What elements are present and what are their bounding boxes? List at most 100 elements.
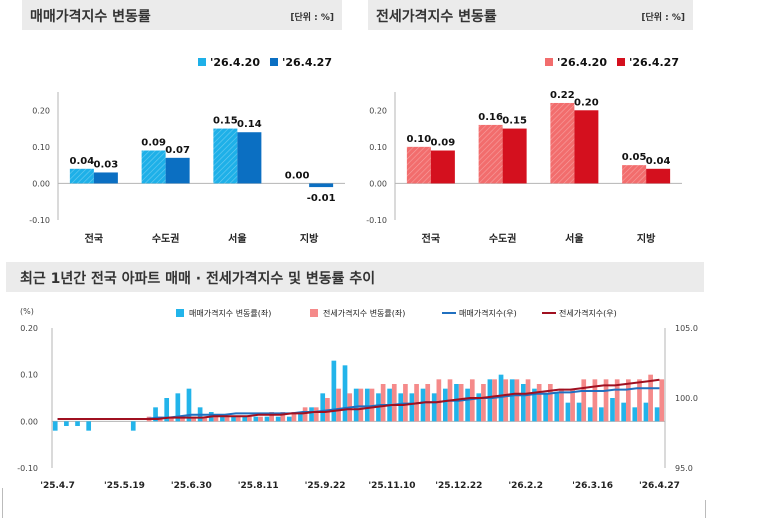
trend-xtick-label: '25.5.19 bbox=[104, 481, 145, 491]
trend-jeonse-bar bbox=[358, 388, 364, 422]
sale-bar-chart: 0.20 0.10 0.00 -0.10 0.04 0.03 전국 0.090.07 수도권 0.… bbox=[29, 56, 345, 245]
sale-panel-header: 매매가격지수 변동률 [단위 : %] bbox=[22, 0, 342, 30]
right-border-line bbox=[705, 500, 706, 518]
trend-sale-bar bbox=[420, 388, 426, 422]
jeonse-bar-prev bbox=[406, 146, 431, 184]
jeonse-legend-label: '26.4.27 bbox=[629, 56, 679, 69]
trend-sale-bar bbox=[476, 393, 482, 422]
trend-sale-bar bbox=[487, 379, 493, 422]
jeonse-value-label: 0.15 bbox=[502, 116, 527, 127]
sale-value-label: 0.04 bbox=[70, 156, 95, 167]
trend-jeonse-bar bbox=[559, 388, 564, 422]
trend-sale-bar bbox=[364, 388, 370, 422]
trend-sale-index-line bbox=[57, 387, 660, 420]
sale-ytick-label: 0.00 bbox=[32, 179, 50, 188]
jeonse-ytick-label: 0.20 bbox=[369, 106, 387, 115]
trend-sale-bar bbox=[275, 416, 281, 422]
trend-sale-bar bbox=[632, 407, 638, 422]
trend-jeonse-bar bbox=[436, 379, 442, 422]
trend-jeonse-bar bbox=[369, 388, 375, 422]
trend-xtick-label: '26.4.27 bbox=[639, 481, 680, 491]
trend-sale-bar bbox=[186, 388, 192, 422]
trend-jeonse-bar bbox=[336, 388, 341, 422]
trend-jeonse-bar bbox=[180, 416, 185, 422]
sale-legend-swatch bbox=[198, 58, 206, 66]
trend-jeonse-bar bbox=[536, 384, 542, 422]
trend-sale-bar bbox=[442, 388, 448, 422]
jeonse-panel-header: 전세가격지수 변동률 [단위 : %] bbox=[368, 0, 693, 30]
trend-jeonse-bar bbox=[603, 379, 609, 422]
sale-bar-curr bbox=[309, 183, 334, 188]
sale-bar-curr bbox=[237, 132, 262, 184]
jeonse-panel-unit: [단위 : %] bbox=[641, 13, 685, 23]
trend-sale-bar bbox=[509, 379, 515, 422]
trend-jeonse-bar bbox=[592, 379, 598, 422]
trend-legend-label: 매매가격지수(우) bbox=[459, 308, 517, 318]
jeonse-category-label: 전국 bbox=[422, 232, 440, 245]
sale-value-label: 0.15 bbox=[213, 116, 238, 127]
trend-sale-bar bbox=[543, 393, 548, 422]
trend-xtick-label: '25.11.10 bbox=[368, 481, 415, 491]
trend-legend-swatch bbox=[310, 309, 318, 317]
sale-value-label: 0.00 bbox=[285, 170, 310, 181]
trend-jeonse-bar bbox=[313, 407, 319, 422]
trend-jeonse-bar bbox=[458, 384, 464, 422]
jeonse-bar-prev bbox=[622, 165, 647, 184]
trend-sale-bar bbox=[431, 393, 437, 422]
trend-panel-title: 최근 1년간 전국 아파트 매매 · 전세가격지수 및 변동률 추이 bbox=[20, 271, 376, 287]
trend-jeonse-bar bbox=[614, 379, 620, 422]
sale-value-label: -0.01 bbox=[307, 193, 336, 204]
sale-legend-swatch bbox=[270, 58, 278, 66]
trend-jeonse-bar bbox=[648, 374, 653, 422]
jeonse-value-label: 0.20 bbox=[574, 97, 599, 108]
trend-xtick-label: '25.6.30 bbox=[171, 481, 212, 491]
jeonse-legend-swatch bbox=[545, 58, 553, 66]
trend-sale-bar bbox=[576, 402, 582, 422]
trend-jeonse-bar bbox=[280, 412, 286, 422]
trend-sale-bar bbox=[130, 421, 136, 431]
trend-jeonse-bar bbox=[202, 416, 208, 422]
left-border-line bbox=[2, 488, 3, 518]
jeonse-category-label: 수도권 bbox=[489, 233, 517, 245]
trend-jeonse-bar bbox=[213, 416, 219, 422]
jeonse-ytick-label: 0.10 bbox=[369, 143, 387, 152]
jeonse-value-label: 0.16 bbox=[478, 112, 503, 123]
sale-legend-label: '26.4.27 bbox=[282, 56, 332, 69]
sale-bar-prev bbox=[69, 168, 94, 184]
trend-sale-bar bbox=[599, 407, 604, 422]
trend-sale-bar bbox=[52, 421, 58, 431]
jeonse-bar-prev bbox=[550, 102, 575, 184]
trend-xtick-label: '26.3.16 bbox=[572, 481, 613, 491]
trend-sale-bar bbox=[175, 393, 181, 422]
trend-sale-bar bbox=[75, 421, 80, 426]
jeonse-category-label: 지방 bbox=[637, 232, 656, 245]
trend-legend-label: 전세가격지수 변동률(좌) bbox=[323, 308, 405, 318]
sale-bar-prev bbox=[213, 128, 238, 184]
sale-change-panel: 매매가격지수 변동률 [단위 : %] 0.20 0.10 0.00 -0.10 0.0… bbox=[0, 0, 385, 260]
sale-ytick-label: 0.20 bbox=[32, 106, 50, 115]
trend-ytick-label: 0.10 bbox=[20, 371, 38, 380]
trend-sale-bar bbox=[353, 388, 359, 422]
sale-bar-curr bbox=[165, 157, 190, 184]
sale-ytick-label: -0.10 bbox=[29, 216, 50, 225]
trend-jeonse-bar bbox=[235, 416, 241, 422]
sale-category-label: 지방 bbox=[300, 232, 319, 245]
trend-sale-bar bbox=[621, 402, 626, 422]
trend-y-unit-label: (%) bbox=[20, 307, 34, 316]
trend-y2tick-label: 100.0 bbox=[675, 394, 698, 403]
trend-sale-bar bbox=[286, 416, 292, 422]
trend-sale-bar bbox=[331, 360, 337, 422]
trend-sale-bar bbox=[164, 398, 170, 422]
trend-legend-label: 매매가격지수 변동률(좌) bbox=[189, 308, 271, 318]
trend-sale-bar bbox=[610, 398, 615, 422]
jeonse-ytick-label: 0.00 bbox=[369, 179, 387, 188]
trend-sale-bar bbox=[498, 374, 504, 422]
sale-bar-curr bbox=[93, 172, 118, 184]
trend-jeonse-bar bbox=[547, 384, 553, 422]
jeonse-legend-label: '26.4.20 bbox=[557, 56, 607, 69]
trend-legend-swatch bbox=[176, 309, 184, 317]
trend-jeonse-bar bbox=[492, 379, 497, 422]
sale-category-label: 전국 bbox=[85, 232, 103, 245]
trend-jeonse-bar bbox=[525, 379, 531, 422]
trend-jeonse-bar bbox=[391, 384, 397, 422]
